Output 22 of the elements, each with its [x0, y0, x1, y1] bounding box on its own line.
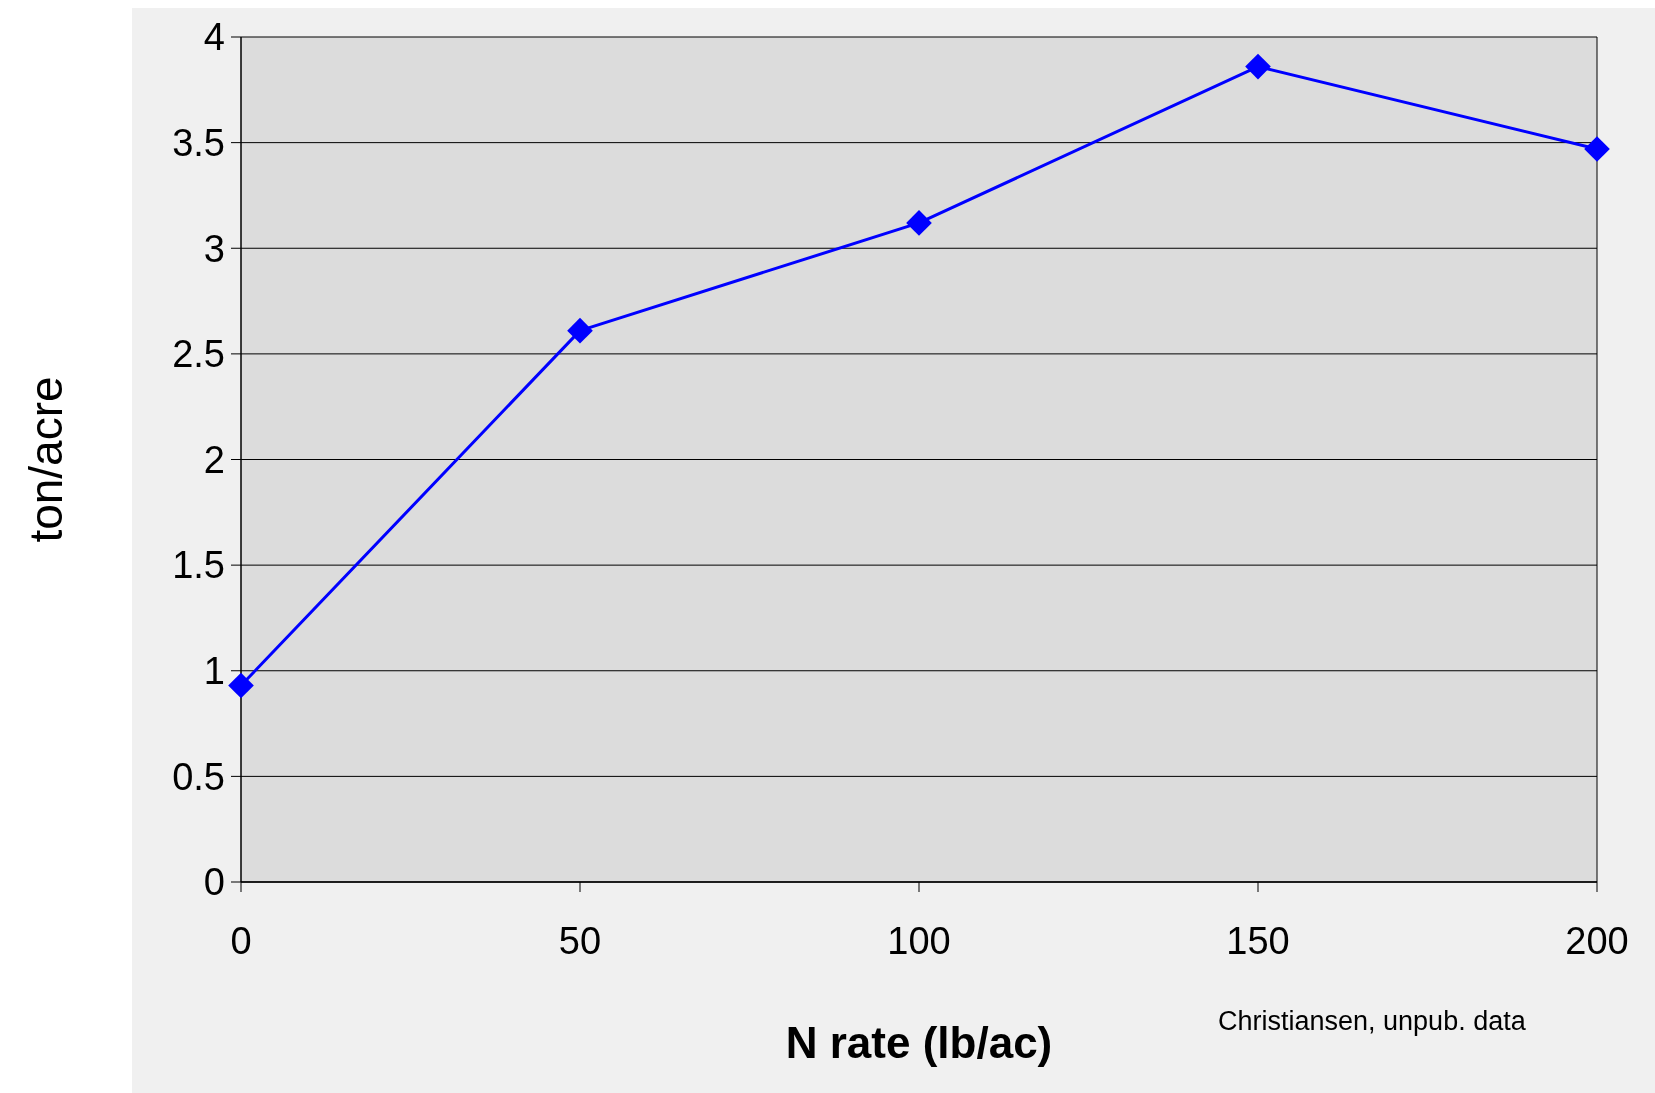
point: [228, 672, 254, 699]
x-tick-label: 200: [1565, 920, 1629, 962]
y-tick-label: 4: [203, 16, 225, 59]
x-tick-label: 50: [558, 920, 602, 962]
y-tick-label: 3: [203, 227, 225, 270]
x-tick-label: 100: [887, 920, 951, 962]
y-tick-label: 0.5: [172, 755, 225, 798]
y-tick-label: 1: [203, 650, 225, 693]
point: [567, 317, 593, 344]
x-tick-label: 0: [230, 920, 252, 962]
y-tick-label: 3.5: [172, 121, 225, 164]
y-tick-label: 2.5: [172, 333, 225, 376]
text: Christiansen, unpub. data: [1218, 1006, 1527, 1036]
y-axis-title: ton/acre: [20, 376, 72, 543]
point: [1245, 53, 1271, 80]
y-tick-label: 1.5: [172, 544, 225, 587]
x-tick-label: 150: [1226, 920, 1290, 962]
y-tick-label: 0: [203, 861, 225, 904]
y-tick-label: 2: [203, 438, 225, 481]
point: [1584, 136, 1610, 162]
point: [906, 210, 932, 236]
x-axis-title: N rate (lb/ac): [785, 1018, 1053, 1067]
